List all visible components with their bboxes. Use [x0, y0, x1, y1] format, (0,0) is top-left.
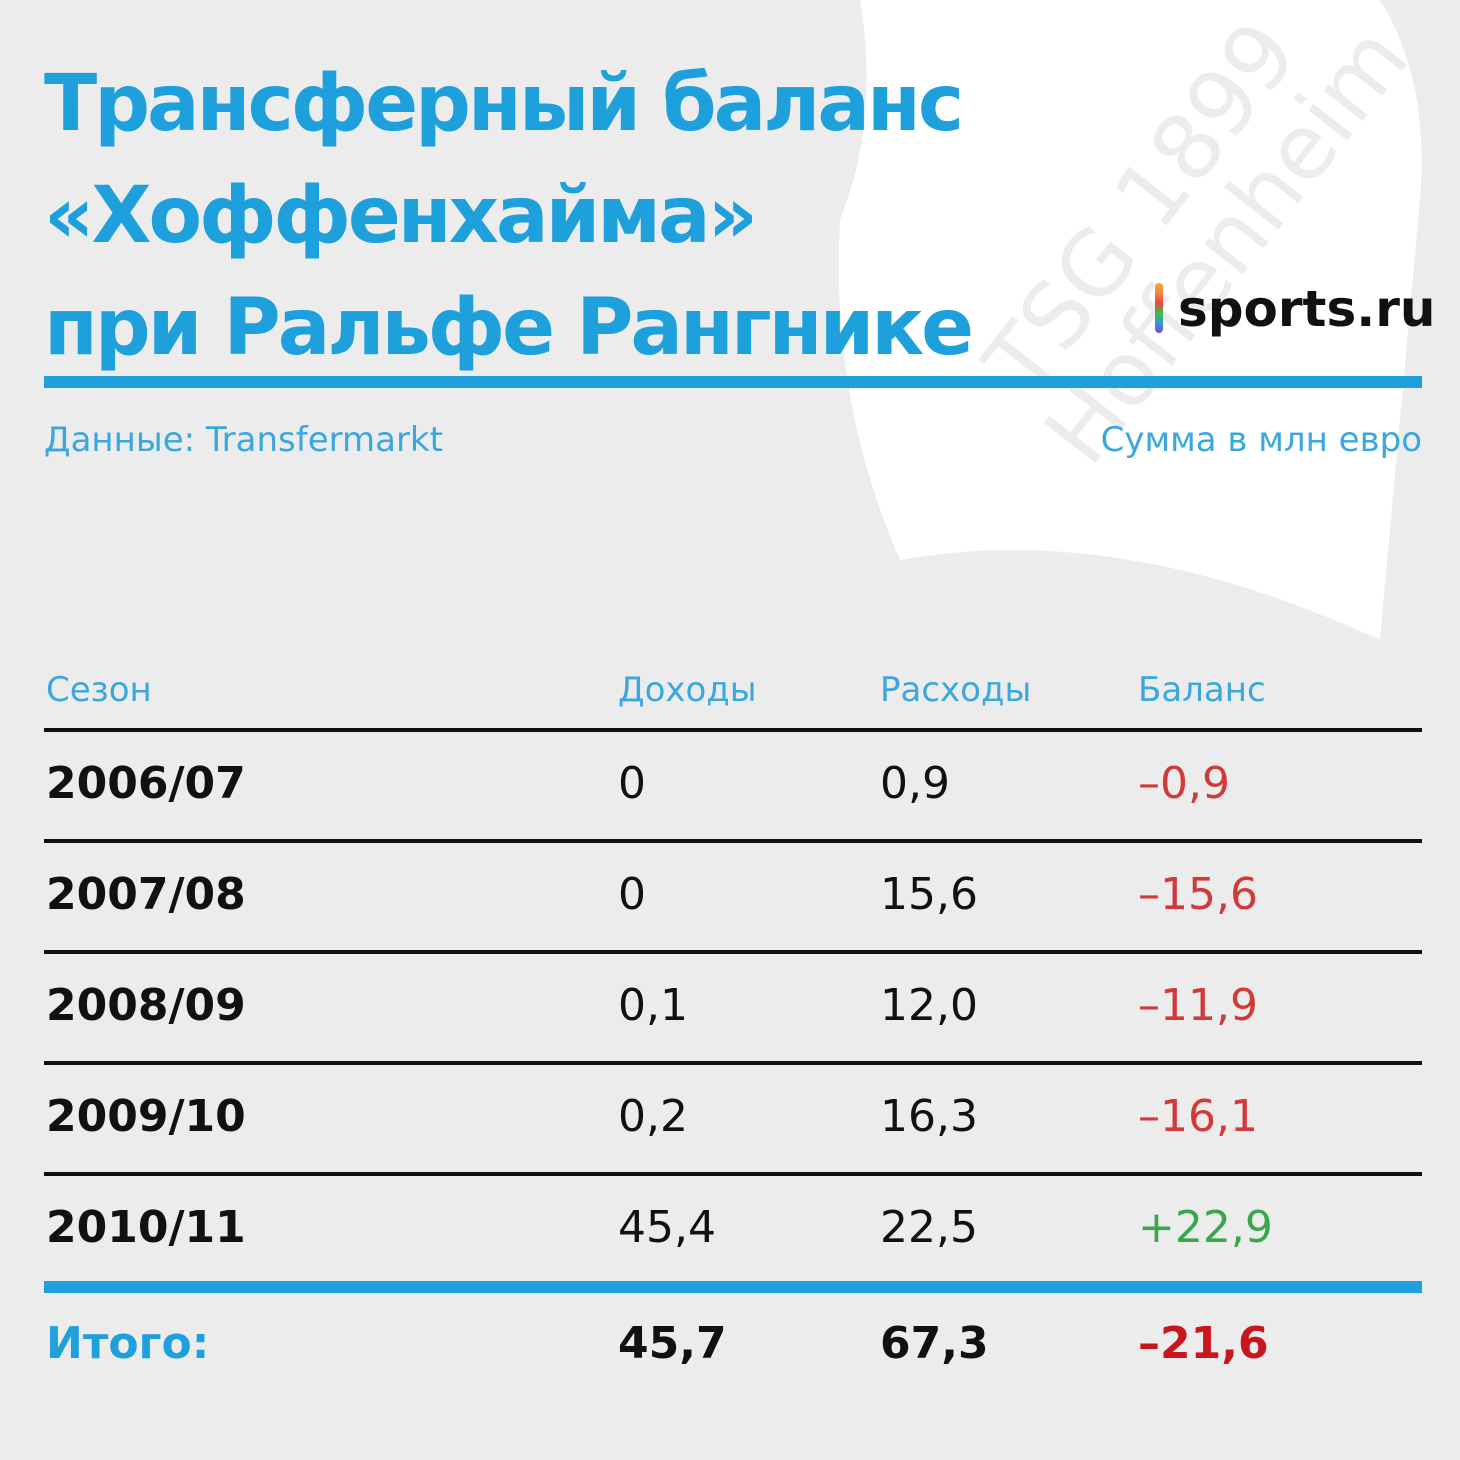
cell: 16,3	[880, 1091, 978, 1142]
cell: –0,9	[1138, 758, 1230, 809]
cell: 0	[618, 869, 646, 920]
title-rule	[44, 376, 1422, 388]
row-rule	[44, 1172, 1422, 1176]
column-header: Сезон	[46, 670, 152, 710]
cell: 2010/11	[46, 1202, 246, 1253]
cell: 0,9	[880, 758, 950, 809]
cell: 2008/09	[46, 980, 246, 1031]
cell: 0,1	[618, 980, 688, 1031]
cell: +22,9	[1138, 1202, 1273, 1253]
total-cell: Итого:	[46, 1318, 210, 1369]
title-line: Трансферный баланс	[44, 59, 964, 149]
row-rule	[44, 839, 1422, 843]
total-cell: 45,7	[618, 1318, 727, 1369]
cell: –16,1	[1138, 1091, 1258, 1142]
total-cell: 67,3	[880, 1318, 989, 1369]
cell: 0	[618, 758, 646, 809]
cell: –11,9	[1138, 980, 1258, 1031]
cell: 0,2	[618, 1091, 688, 1142]
cell: 2006/07	[46, 758, 246, 809]
title: Трансферный баланс «Хоффенхайма» при Рал…	[44, 48, 974, 384]
cell: 2009/10	[46, 1091, 246, 1142]
column-header: Расходы	[880, 670, 1032, 710]
column-header: Баланс	[1138, 670, 1266, 710]
units: Сумма в млн евро	[1100, 420, 1422, 460]
source: Данные: Transfermarkt	[44, 420, 443, 460]
title-line: при Ральфе Рангнике	[44, 283, 974, 373]
logo-dots	[1155, 283, 1163, 333]
title-line: «Хоффенхайма»	[44, 171, 758, 261]
cell: 2007/08	[46, 869, 246, 920]
watermark: TSG 1899 Hoffenheim	[838, 0, 1429, 640]
cell: 15,6	[880, 869, 978, 920]
column-header: Доходы	[618, 670, 757, 710]
cell: –15,6	[1138, 869, 1258, 920]
logo: sports.ru	[1178, 280, 1436, 338]
row-rule	[44, 1061, 1422, 1065]
row-rule	[44, 728, 1422, 732]
cell: 45,4	[618, 1202, 716, 1253]
cell: 22,5	[880, 1202, 978, 1253]
cell: 12,0	[880, 980, 978, 1031]
row-rule	[44, 950, 1422, 954]
total-cell: –21,6	[1138, 1318, 1269, 1369]
total-rule	[44, 1281, 1422, 1293]
